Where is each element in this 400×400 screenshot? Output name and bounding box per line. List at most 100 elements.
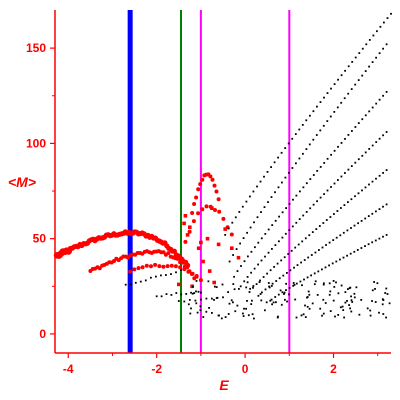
- black-point: [252, 285, 255, 287]
- black-point: [378, 311, 380, 314]
- black-point: [305, 211, 308, 213]
- black-point: [257, 294, 260, 297]
- black-point: [281, 236, 284, 239]
- black-point: [361, 118, 364, 121]
- black-point: [195, 302, 198, 305]
- black-point: [165, 293, 168, 295]
- red-point: [169, 263, 174, 268]
- black-point: [385, 234, 388, 236]
- black-point: [360, 247, 363, 249]
- black-point: [262, 276, 265, 278]
- black-point: [189, 312, 192, 315]
- black-point: [385, 91, 388, 93]
- black-point: [369, 309, 372, 312]
- black-point: [302, 186, 305, 189]
- black-point: [293, 284, 296, 286]
- black-point: [368, 148, 371, 150]
- black-point: [325, 244, 327, 246]
- black-point: [247, 314, 250, 317]
- black-point: [308, 143, 311, 146]
- black-point: [288, 293, 290, 296]
- black-point: [364, 186, 367, 189]
- black-point: [348, 304, 350, 306]
- black-point: [350, 310, 353, 313]
- black-point: [243, 307, 245, 310]
- black-point: [235, 248, 238, 250]
- red-point: [183, 239, 188, 244]
- black-point: [335, 260, 338, 263]
- black-point: [351, 301, 354, 303]
- black-point: [170, 294, 173, 296]
- black-point: [340, 74, 343, 77]
- black-point: [322, 222, 325, 224]
- black-point: [385, 287, 388, 290]
- black-point: [390, 12, 392, 15]
- black-point: [309, 178, 312, 180]
- black-point: [364, 151, 367, 154]
- black-point: [340, 175, 343, 178]
- black-point: [351, 130, 353, 132]
- black-point: [381, 298, 384, 301]
- black-point: [270, 196, 273, 198]
- red-point: [198, 182, 203, 187]
- black-point: [271, 303, 273, 306]
- black-point: [191, 292, 194, 295]
- black-point: [208, 307, 210, 309]
- black-point: [385, 203, 388, 206]
- black-point: [243, 280, 246, 283]
- red-point: [136, 266, 141, 271]
- black-point: [379, 25, 382, 28]
- red-point: [185, 265, 190, 270]
- black-point: [347, 168, 350, 171]
- black-point: [252, 190, 255, 193]
- black-point: [295, 316, 298, 319]
- red-point: [187, 229, 192, 234]
- black-point: [250, 303, 253, 305]
- black-point: [199, 309, 202, 311]
- black-point: [278, 240, 280, 243]
- black-point: [248, 291, 251, 293]
- black-point: [367, 243, 370, 246]
- black-point: [278, 215, 280, 218]
- black-point: [382, 235, 384, 238]
- black-point: [382, 299, 385, 301]
- red-point: [221, 216, 226, 221]
- black-point: [298, 218, 301, 220]
- black-point: [322, 124, 325, 127]
- black-point: [292, 198, 294, 201]
- black-point: [328, 282, 331, 285]
- black-point: [339, 234, 342, 237]
- black-point: [329, 216, 332, 218]
- black-point: [222, 296, 224, 299]
- red-point: [161, 264, 166, 269]
- black-point: [247, 255, 249, 258]
- black-point: [254, 246, 256, 249]
- black-point: [224, 234, 227, 236]
- black-point: [319, 196, 322, 199]
- black-point: [270, 298, 273, 301]
- black-point: [347, 65, 350, 68]
- black-point: [357, 222, 359, 225]
- black-point: [314, 251, 317, 254]
- red-point: [192, 202, 197, 206]
- black-point: [333, 83, 336, 85]
- black-point: [311, 231, 314, 233]
- red-point: [200, 177, 205, 182]
- black-point: [330, 153, 332, 156]
- black-point: [197, 290, 200, 293]
- black-point: [238, 211, 241, 213]
- red-point: [199, 240, 203, 245]
- black-point: [357, 192, 360, 195]
- black-point: [220, 317, 223, 320]
- black-point: [316, 294, 319, 296]
- red-point: [217, 209, 222, 214]
- y-tick-label: 100: [26, 136, 46, 150]
- black-point: [344, 172, 346, 174]
- black-point: [368, 39, 371, 41]
- black-point: [205, 310, 208, 313]
- black-point: [358, 313, 361, 316]
- black-point: [378, 98, 381, 101]
- black-point: [333, 213, 335, 215]
- black-point: [329, 115, 332, 118]
- black-point: [300, 314, 303, 317]
